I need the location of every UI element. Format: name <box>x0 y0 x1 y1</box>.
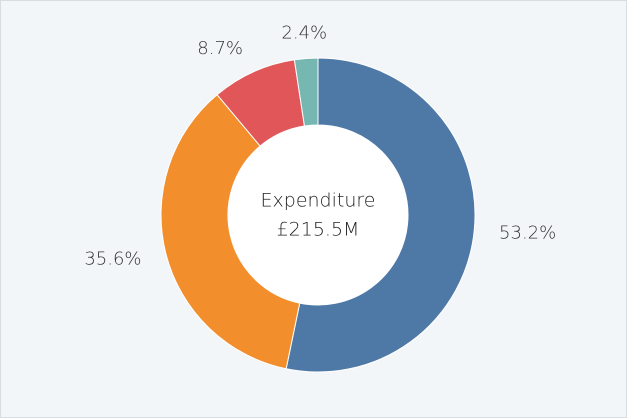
slice-label: 53.2% <box>499 223 556 244</box>
donut-hole <box>228 125 408 305</box>
center-title: Expenditure <box>261 190 376 212</box>
donut-slice <box>285 57 476 373</box>
slice-label: 2.4% <box>281 23 327 44</box>
center-value: £215.5M <box>277 219 360 241</box>
slice-label: 8.7% <box>197 38 243 59</box>
slice-label: 35.6% <box>84 248 141 269</box>
